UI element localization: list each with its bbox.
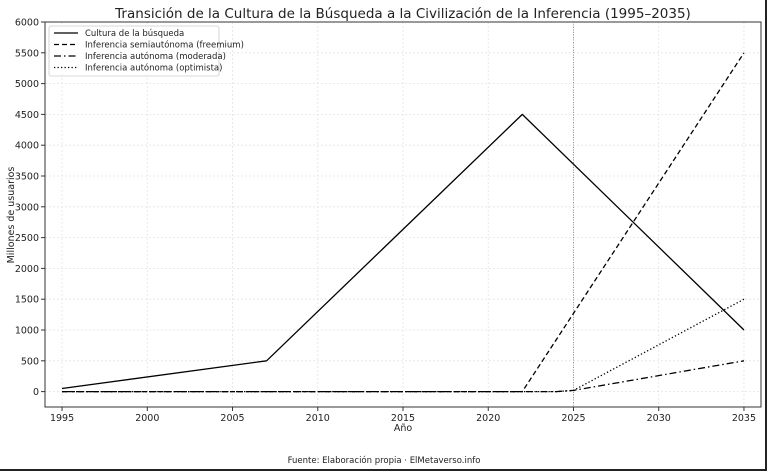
legend-label: Cultura de la búsqueda xyxy=(85,29,184,39)
y-axis-ticks: 0 500 1000 1500 2000 2500 3000 3500 4000 4500 5000… xyxy=(15,18,45,398)
grid xyxy=(45,21,761,407)
x-tick-label: 2035 xyxy=(732,413,756,424)
y-tick-label: 2000 xyxy=(15,264,39,275)
x-tick-label: 2015 xyxy=(391,413,415,424)
series-line-1 xyxy=(61,113,745,390)
y-tick-label: 5000 xyxy=(15,79,39,90)
series-layer xyxy=(61,52,745,393)
y-tick-label: 1000 xyxy=(15,326,39,337)
y-tick-label: 2500 xyxy=(15,233,39,244)
x-axis-label: Año xyxy=(394,423,413,434)
legend-label: Inferencia semiautónoma (freemium) xyxy=(85,40,244,51)
y-tick-label: 4000 xyxy=(15,141,39,152)
y-tick-label: 3500 xyxy=(15,172,39,183)
x-axis-ticks: 1995 2000 2005 2010 2015 2020 2025 2030 2035 xyxy=(50,407,756,424)
x-tick-label: 2025 xyxy=(561,413,585,424)
y-tick-label: 3000 xyxy=(15,202,39,213)
y-tick-label: 500 xyxy=(21,356,39,367)
x-tick-label: 2000 xyxy=(135,413,159,424)
y-tick-label: 1500 xyxy=(15,295,39,306)
legend-label: Inferencia autónoma (optimista) xyxy=(85,63,222,74)
source-note: Fuente: Elaboración propia · ElMetaverso… xyxy=(288,455,481,466)
chart-title: Transición de la Cultura de la Búsqueda … xyxy=(114,6,691,22)
x-tick-label: 2010 xyxy=(306,413,330,424)
series-line-4 xyxy=(62,298,745,393)
y-tick-label: 4500 xyxy=(15,110,39,121)
legend-box xyxy=(48,25,220,77)
y-tick-label: 5500 xyxy=(15,48,39,59)
series-line-3 xyxy=(62,360,745,393)
x-tick-label: 2030 xyxy=(647,413,671,424)
y-tick-label: 6000 xyxy=(15,18,39,29)
x-tick-label: 2020 xyxy=(476,413,500,424)
x-tick-label: 1995 xyxy=(50,413,74,424)
y-axis-label: Millones de usuarios xyxy=(6,167,17,264)
legend-label: Inferencia autónoma (moderada) xyxy=(85,51,226,62)
y-tick-label: 0 xyxy=(33,387,39,398)
x-tick-label: 2005 xyxy=(220,413,244,424)
